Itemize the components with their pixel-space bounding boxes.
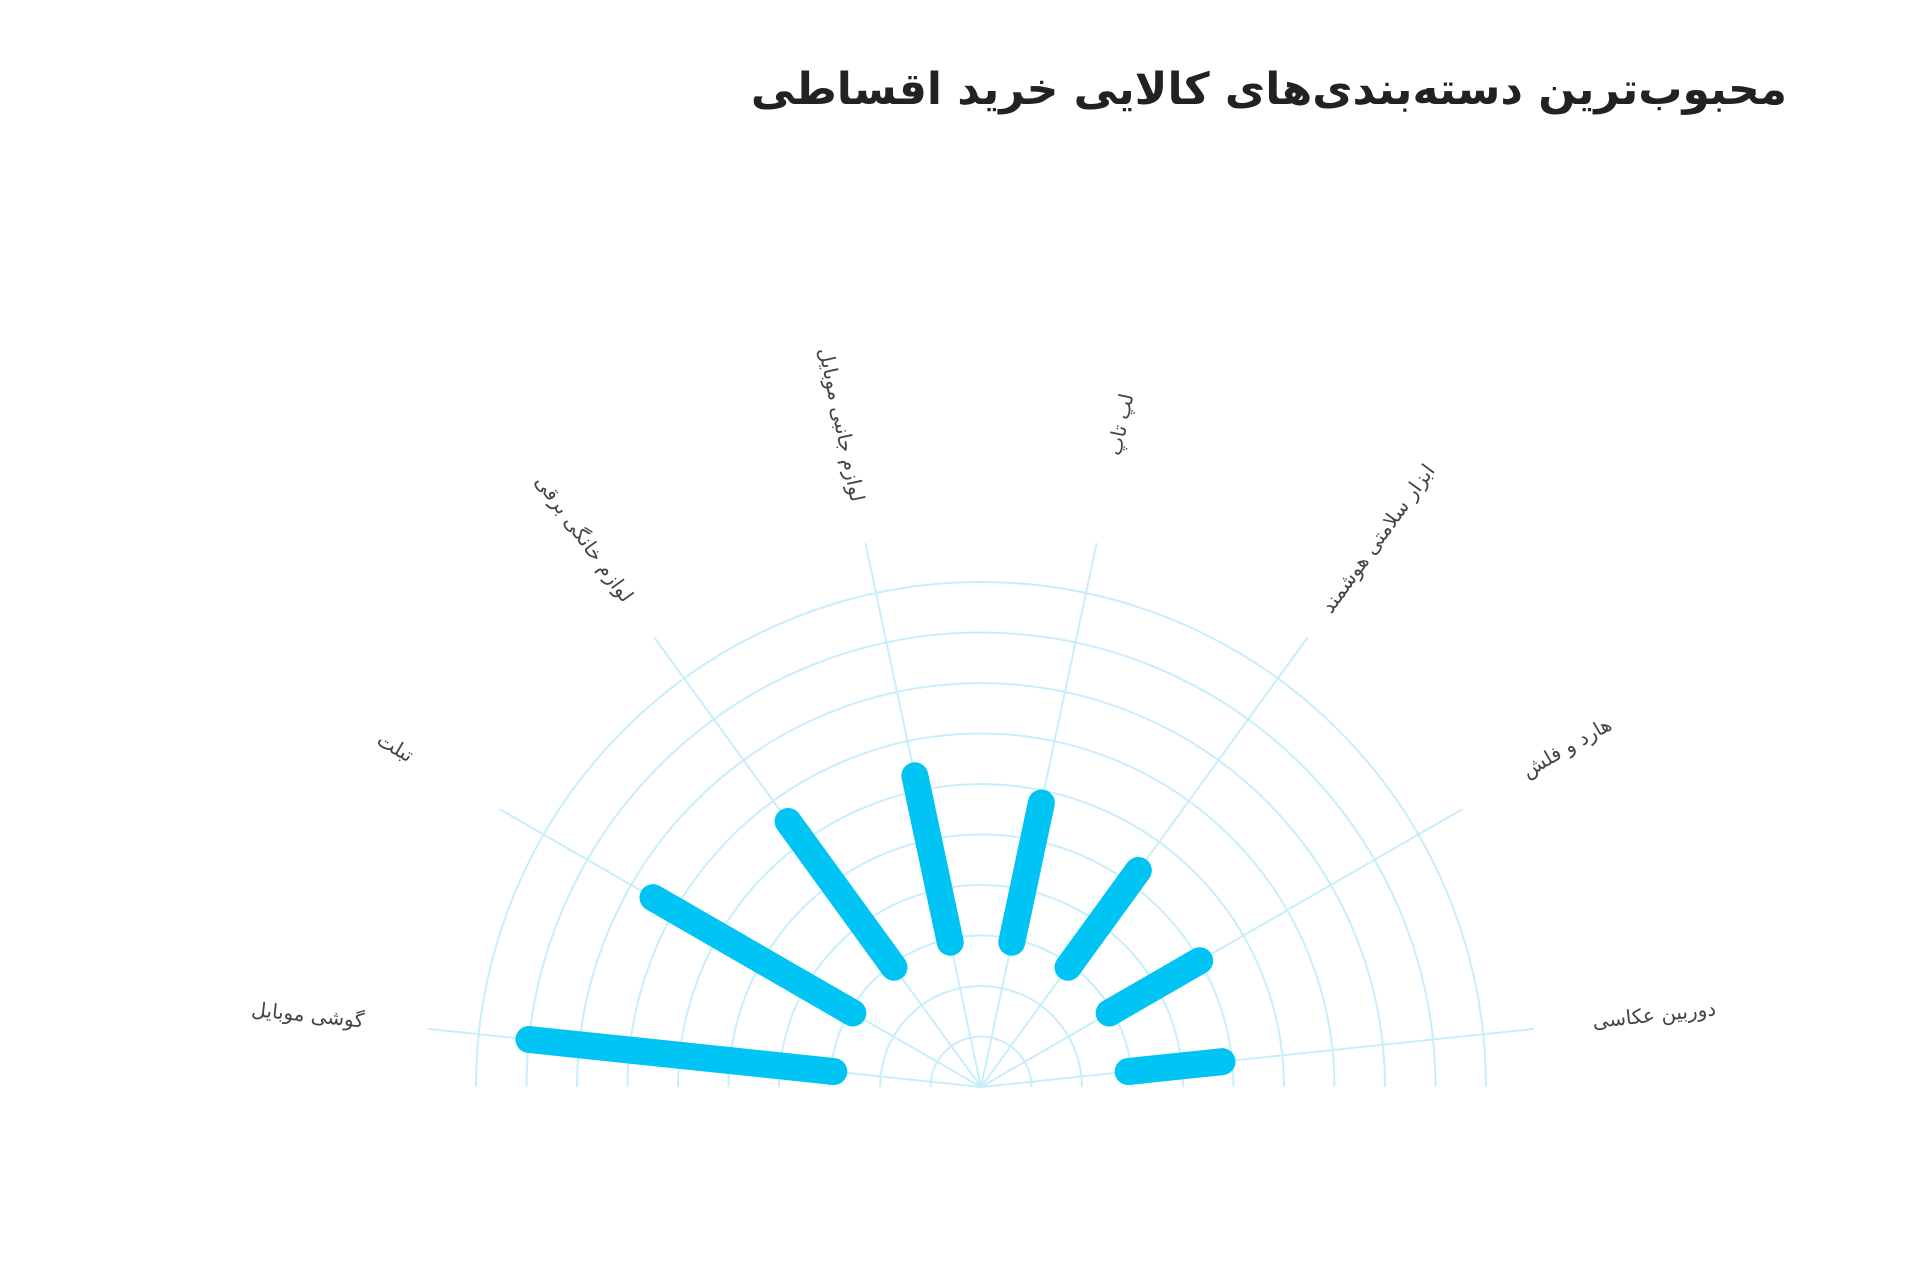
bar <box>1054 856 1152 981</box>
bar <box>515 1025 848 1086</box>
bar <box>774 807 908 981</box>
bar <box>998 789 1055 956</box>
category-label: هارد و فلش <box>1518 712 1616 782</box>
category-label: لپ تاپ <box>1102 391 1139 457</box>
grid-ring <box>525 631 1437 1088</box>
bar <box>639 884 867 1027</box>
bar <box>901 762 964 956</box>
grid-ring <box>879 985 1083 1088</box>
category-label: گوشی موبایل <box>250 997 365 1033</box>
bar <box>1114 1048 1236 1086</box>
grid-ring <box>475 581 1487 1088</box>
category-label: لوازم خانگی برقی <box>530 470 638 607</box>
bar <box>1095 947 1214 1027</box>
spoke <box>980 1027 1535 1088</box>
category-label: دوربین عکاسی <box>1591 996 1717 1033</box>
spoke <box>980 808 1464 1088</box>
grid-ring <box>929 1035 1033 1088</box>
category-label: تبلت <box>373 727 418 767</box>
category-label: لوازم جانبی موبایل <box>814 345 870 503</box>
grid-ring <box>576 682 1386 1088</box>
chart-title: محبوب‌ترین دسته‌بندی‌های کالایی خرید اقس… <box>751 64 1787 115</box>
grid-ring <box>727 833 1235 1088</box>
category-label: ابزار سلامتی هوشمند <box>1316 459 1440 617</box>
